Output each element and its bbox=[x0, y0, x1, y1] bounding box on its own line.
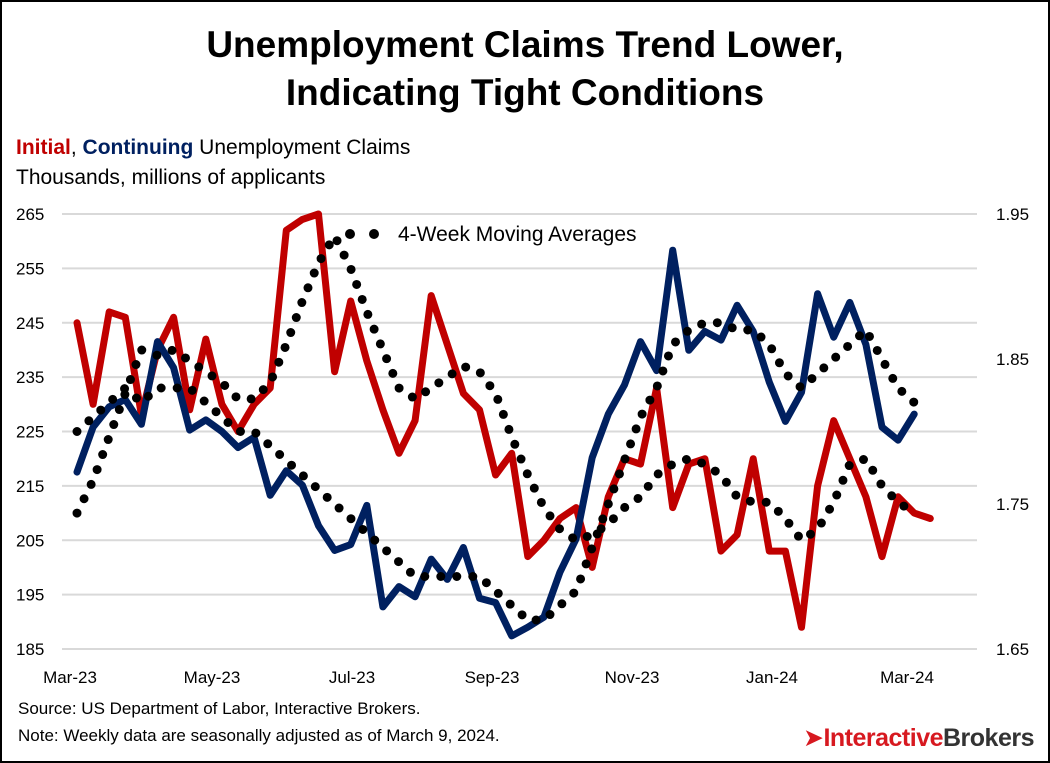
logo-flame-icon: ➤ bbox=[802, 724, 824, 752]
chart-subtitle: Initial, Continuing Unemployment Claims bbox=[16, 136, 410, 160]
x-tick-label: Mar-24 bbox=[880, 668, 934, 687]
x-tick-label: Jan-24 bbox=[746, 668, 798, 687]
subtitle-initial: Initial bbox=[16, 136, 71, 159]
left-tick-label: 255 bbox=[16, 259, 44, 278]
source-note: Source: US Department of Labor, Interact… bbox=[18, 699, 421, 718]
subtitle-comma: , bbox=[70, 136, 77, 159]
legend-label: 4-Week Moving Averages bbox=[398, 223, 637, 246]
left-axis-ticks: 185 195 205 215 225 235 245 255 265 bbox=[16, 205, 44, 659]
x-axis-ticks: Mar-23 May-23 Jul-23 Sep-23 Nov-23 Jan-24 Mar-… bbox=[43, 668, 934, 687]
plot-area: 185 195 205 215 225 235 245 255 265 1.65 1.75 1.85… bbox=[16, 205, 1029, 687]
chart-title-line2: Indicating Tight Conditions bbox=[285, 72, 765, 113]
legend-dot-marker bbox=[369, 229, 379, 239]
continuing-claims-line bbox=[73, 246, 918, 640]
left-tick-label: 215 bbox=[16, 477, 44, 496]
chart-title-line1: Unemployment Claims Trend Lower, bbox=[206, 24, 844, 65]
left-tick-label: 195 bbox=[16, 586, 44, 605]
right-tick-label: 1.75 bbox=[996, 495, 1029, 514]
subtitle-rest: Unemployment Claims bbox=[199, 136, 411, 159]
initial-moving-average-line bbox=[72, 231, 919, 545]
legend-dot-marker bbox=[345, 229, 355, 239]
subtitle-continuing: Continuing bbox=[82, 136, 194, 159]
x-tick-label: Jul-23 bbox=[329, 668, 375, 687]
legend: 4-Week Moving Averages bbox=[345, 223, 637, 246]
continuing-moving-average-line bbox=[72, 318, 919, 625]
left-tick-label: 205 bbox=[16, 531, 44, 550]
left-tick-label: 185 bbox=[16, 640, 44, 659]
series-lines bbox=[72, 210, 934, 640]
left-tick-label: 225 bbox=[16, 423, 44, 442]
x-tick-label: Sep-23 bbox=[465, 668, 520, 687]
chart-units: Thousands, millions of applicants bbox=[16, 166, 326, 189]
interactive-brokers-logo: ➤InteractiveBrokers bbox=[802, 724, 1035, 752]
x-tick-label: Nov-23 bbox=[605, 668, 660, 687]
x-tick-label: May-23 bbox=[184, 668, 241, 687]
data-note: Note: Weekly data are seasonally adjuste… bbox=[18, 726, 500, 745]
left-tick-label: 245 bbox=[16, 314, 44, 333]
left-tick-label: 235 bbox=[16, 368, 44, 387]
initial-claims-line bbox=[73, 210, 934, 631]
left-tick-label: 265 bbox=[16, 205, 44, 224]
right-tick-label: 1.65 bbox=[996, 640, 1029, 659]
right-axis-ticks: 1.65 1.75 1.85 1.95 bbox=[996, 205, 1029, 659]
right-tick-label: 1.95 bbox=[996, 205, 1029, 224]
x-tick-label: Mar-23 bbox=[43, 668, 97, 687]
right-tick-label: 1.85 bbox=[996, 350, 1029, 369]
